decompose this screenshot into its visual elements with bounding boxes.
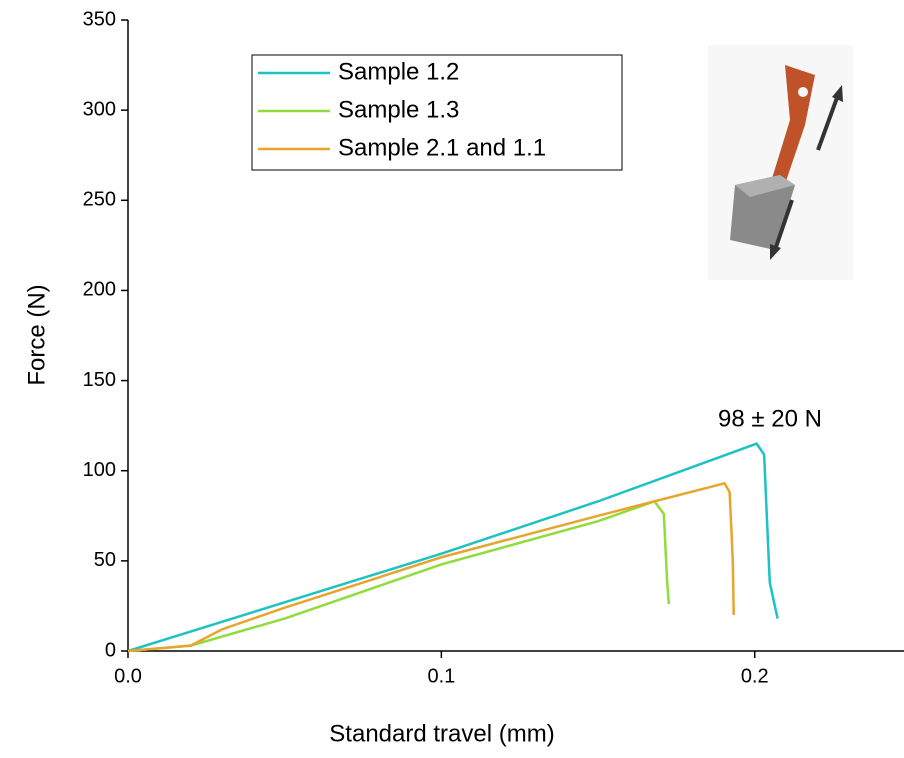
legend-label: Sample 2.1 and 1.1	[338, 134, 546, 161]
arrow-down	[773, 199, 794, 251]
arrowhead-down	[770, 244, 781, 260]
x-tick-label: 0.0	[114, 665, 142, 687]
series-line	[127, 481, 735, 653]
y-tick-label: 0	[105, 639, 116, 661]
x-tick-label: 0.2	[741, 665, 769, 687]
y-tick-label: 150	[83, 369, 116, 391]
y-tick-label: 100	[83, 459, 116, 481]
y-tick-label: 350	[83, 8, 116, 30]
series-line	[127, 499, 671, 653]
legend-label: Sample 1.3	[338, 96, 459, 123]
y-axis-label: Force (N)	[23, 284, 50, 385]
series-line	[127, 442, 779, 653]
block-top	[735, 175, 795, 197]
hole	[798, 87, 808, 97]
y-tick-label: 300	[83, 98, 116, 120]
annotation: 98 ± 20 N	[718, 405, 822, 432]
x-axis-label: Standard travel (mm)	[329, 720, 554, 747]
x-tick-label: 0.1	[427, 665, 455, 687]
y-tick-label: 250	[83, 189, 116, 211]
inset-illustration	[708, 45, 853, 280]
arrowhead-up	[832, 85, 843, 102]
legend-label: Sample 1.2	[338, 58, 459, 85]
arrow-up	[816, 94, 840, 151]
y-tick-label: 200	[83, 279, 116, 301]
y-tick-label: 50	[94, 549, 116, 571]
